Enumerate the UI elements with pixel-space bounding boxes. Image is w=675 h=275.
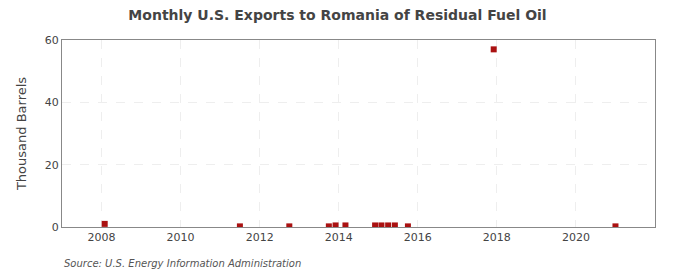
svg-text:20: 20 — [45, 159, 59, 172]
svg-text:2020: 2020 — [562, 231, 590, 244]
svg-text:40: 40 — [45, 96, 59, 109]
svg-text:Source: U.S. Energy Informatio: Source: U.S. Energy Information Administ… — [64, 258, 301, 269]
svg-text:2012: 2012 — [246, 231, 274, 244]
svg-text:2014: 2014 — [325, 231, 353, 244]
svg-text:Thousand Barrels: Thousand Barrels — [14, 77, 29, 191]
svg-text:Monthly U.S. Exports to Romani: Monthly U.S. Exports to Romania of Resid… — [128, 7, 546, 23]
svg-text:2018: 2018 — [483, 231, 511, 244]
svg-text:2010: 2010 — [167, 231, 195, 244]
svg-text:2016: 2016 — [404, 231, 432, 244]
svg-text:2008: 2008 — [88, 231, 116, 244]
svg-text:60: 60 — [45, 34, 59, 47]
svg-text:0: 0 — [52, 221, 59, 234]
